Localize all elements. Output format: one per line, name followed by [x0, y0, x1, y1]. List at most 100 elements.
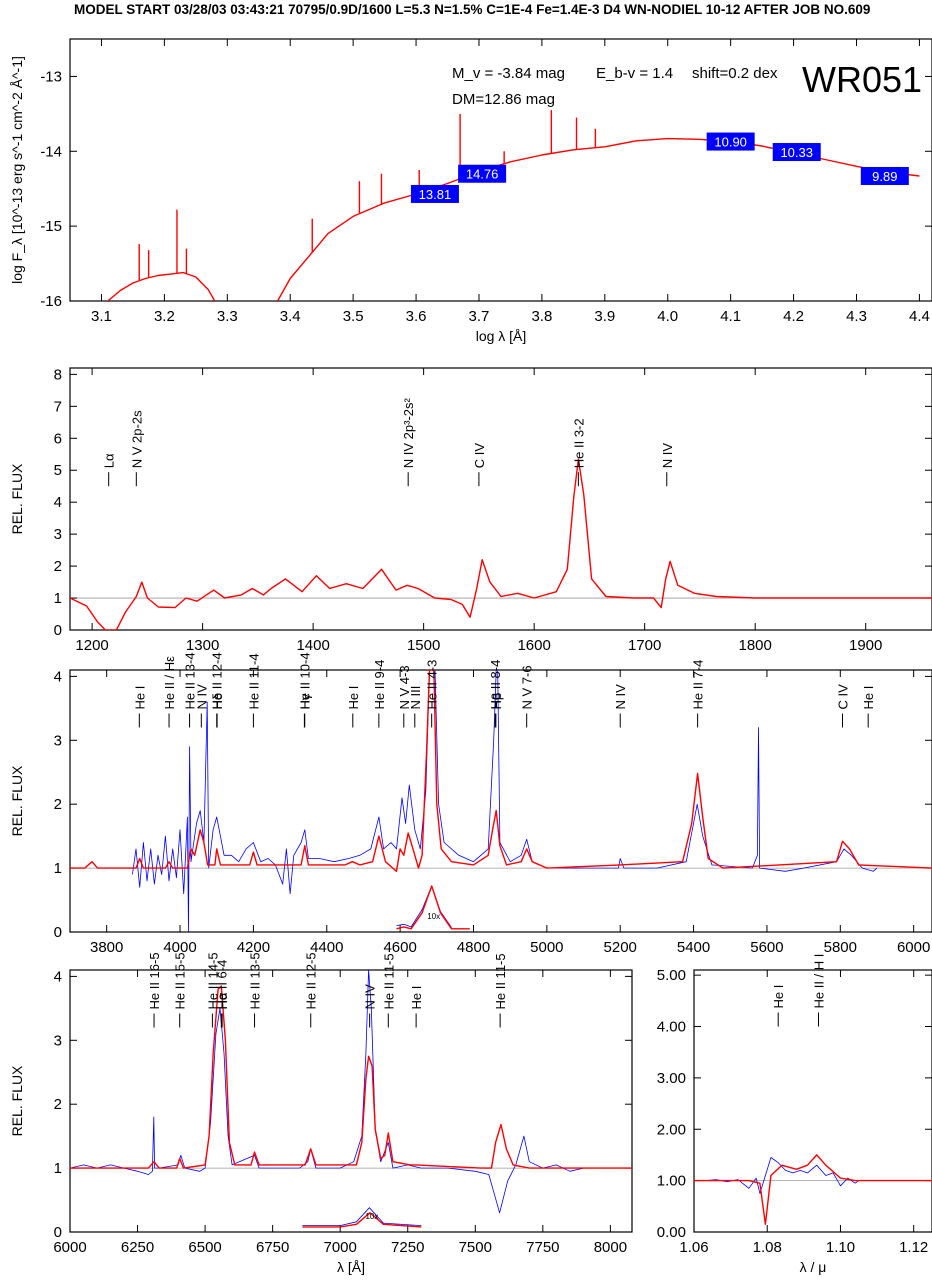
sed-xlabel: log λ [Å]: [476, 328, 527, 344]
red-model-spectrum: [70, 985, 632, 1169]
uv-xtick-label: 1400: [296, 637, 329, 654]
ir-xlabel: λ / μ: [800, 1259, 827, 1275]
uv-ytick-label: 1: [54, 590, 62, 607]
ir-ytick-label: 3.00: [657, 1070, 686, 1087]
sed-annotations: M_v = -3.84 mag E_b-v = 1.4 shift=0.2 de…: [452, 59, 922, 108]
uv-ytick-label: 4: [54, 494, 62, 511]
red-ytick-label: 3: [54, 1032, 62, 1049]
red-xtick-label: 6250: [121, 1239, 154, 1256]
sed-ylabel: log F_λ [10^-13 erg s^-1 cm^-2 Å^-1]: [9, 56, 25, 284]
optical-plot-area: [70, 670, 932, 932]
ir-ytick-label: 1.00: [657, 1173, 686, 1190]
sed-model-uv: [107, 271, 216, 301]
red-line-label: He II 14-5: [205, 952, 220, 1009]
uv-xtick-label: 1600: [517, 637, 550, 654]
optical-frame: [69, 669, 932, 933]
optical-line-label: Hβ: [489, 693, 504, 710]
uv-ytick-label: 8: [54, 366, 62, 383]
optical-line-label: He II 13-4: [183, 652, 198, 709]
sed-model-optical: [276, 137, 920, 301]
red-inset-label: 10x: [365, 1212, 378, 1221]
optical-line-label: Hγ: [298, 693, 313, 709]
red-line-label: He II 16-5: [147, 952, 162, 1009]
optical-line-label: He I: [346, 686, 361, 710]
red-inset-observed: [302, 1207, 422, 1226]
photometry-box: [706, 132, 755, 151]
optical-observed-spectrum: [132, 670, 878, 932]
optical-line-label: He I: [132, 686, 147, 710]
uv-panel: 1200 1300 1400 1500 1600 1700 1800 1900 0 1 2 3 4 5 6 7…: [9, 366, 932, 654]
uv-line-label: C IV: [472, 443, 487, 469]
red-line-label: N IV: [363, 984, 378, 1010]
red-line-label: He II 13-5: [248, 952, 263, 1009]
photometry-box: [458, 164, 507, 183]
red-ytick-label: 1: [54, 1160, 62, 1177]
uv-xtick-label: 1300: [186, 637, 219, 654]
optical-ytick-label: 1: [54, 860, 62, 877]
optical-xtick-label: 5200: [604, 939, 637, 956]
red-xtick-label: 6500: [188, 1239, 221, 1256]
ir-xtick-label: 1.12: [899, 1239, 928, 1256]
ir-plot-area: [694, 1154, 932, 1225]
optical-line-label: N V 7-6: [520, 665, 535, 709]
optical-xtick-label: 4000: [163, 939, 196, 956]
sed-xtick-label: 3.5: [343, 308, 364, 325]
red-xtick-label: 6000: [53, 1239, 86, 1256]
red-xtick-label: 7000: [324, 1239, 357, 1256]
uv-ytick-label: 0: [54, 622, 62, 639]
uv-line-label: N IV: [660, 443, 675, 469]
sed-frame: [69, 38, 932, 302]
optical-line-label: He II 4-3: [425, 660, 440, 710]
optical-ytick-label: 3: [54, 732, 62, 749]
uv-xtick-label: 1900: [849, 637, 882, 654]
optical-ylabel: REL. FLUX: [9, 765, 25, 836]
uv-ytick-label: 2: [54, 558, 62, 575]
dm-annotation: DM=12.86 mag: [452, 91, 555, 108]
optical-xtick-label: 4400: [310, 939, 343, 956]
ir-observed-spectrum: [704, 1157, 860, 1194]
photometry-box: [772, 143, 821, 162]
red-panel: 6000 6250 6500 6750 7000 7250 7500 7750 8000 0 1 2 3…: [9, 952, 633, 1275]
star-name: WR051: [802, 59, 922, 100]
uv-xtick-label: 1700: [628, 637, 661, 654]
photometry-label: 10.33: [780, 145, 813, 160]
shift-annotation: shift=0.2 dex: [692, 65, 778, 82]
uv-ylabel: REL. FLUX: [9, 463, 25, 534]
sed-xtick-label: 3.2: [154, 308, 175, 325]
photometry-label: 10.90: [714, 135, 747, 150]
red-xtick-label: 8000: [594, 1239, 627, 1256]
optical-xtick-label: 4800: [457, 939, 490, 956]
red-line-label: He II 11-5: [381, 953, 396, 1009]
sed-ytick-label: -14: [40, 143, 62, 160]
uv-model-spectrum: [70, 458, 932, 630]
sed-panel: 3.1 3.2 3.3 3.4 3.5 3.6 3.7 3.8 3.9 4.0 4.1 4.2 4.3 4…: [9, 38, 932, 344]
optical-xtick-label: 4600: [383, 939, 416, 956]
optical-xtick-label: 5000: [530, 939, 563, 956]
red-ytick-label: 0: [54, 1224, 62, 1241]
optical-line-label: Hδ: [210, 693, 225, 710]
uv-ytick-label: 6: [54, 430, 62, 447]
optical-line-label: He II 9-4: [372, 660, 387, 710]
ir-line-label: He II / H I: [811, 954, 826, 1009]
sed-ytick-label: -15: [40, 218, 62, 235]
sed-xtick-label: 3.9: [594, 308, 615, 325]
optical-xtick-label: 5800: [824, 939, 857, 956]
photometry-label: 9.89: [872, 169, 897, 184]
red-xlabel: λ [Å]: [337, 1259, 365, 1275]
red-line-label: He II 11-5: [493, 953, 508, 1009]
mv-annotation: M_v = -3.84 mag: [452, 65, 565, 82]
ir-panel: 1.06 1.08 1.10 1.12 0.00 1.00 2.00 3.00 4.00 5.00…: [657, 954, 932, 1275]
optical-model-spectrum: [70, 670, 932, 872]
uv-line-label: N V 2p-2s: [129, 410, 144, 468]
ir-ytick-label: 4.00: [657, 1019, 686, 1036]
ir-xtick-label: 1.08: [753, 1239, 782, 1256]
optical-ytick-label: 2: [54, 796, 62, 813]
red-ylabel: REL. FLUX: [9, 1065, 25, 1136]
header-title: MODEL START 03/28/03 03:43:21 70795/0.9D…: [74, 2, 870, 17]
sed-xtick-label: 4.1: [720, 308, 741, 325]
sed-ytick-label: -13: [40, 68, 62, 85]
red-line-label: He II 6-4: [214, 960, 229, 1010]
uv-ytick-label: 5: [54, 462, 62, 479]
optical-panel: 3800 4000 4200 4400 4600 4800 5000 5200 5400 5600…: [9, 652, 932, 956]
photometry-label: 14.76: [466, 167, 499, 182]
